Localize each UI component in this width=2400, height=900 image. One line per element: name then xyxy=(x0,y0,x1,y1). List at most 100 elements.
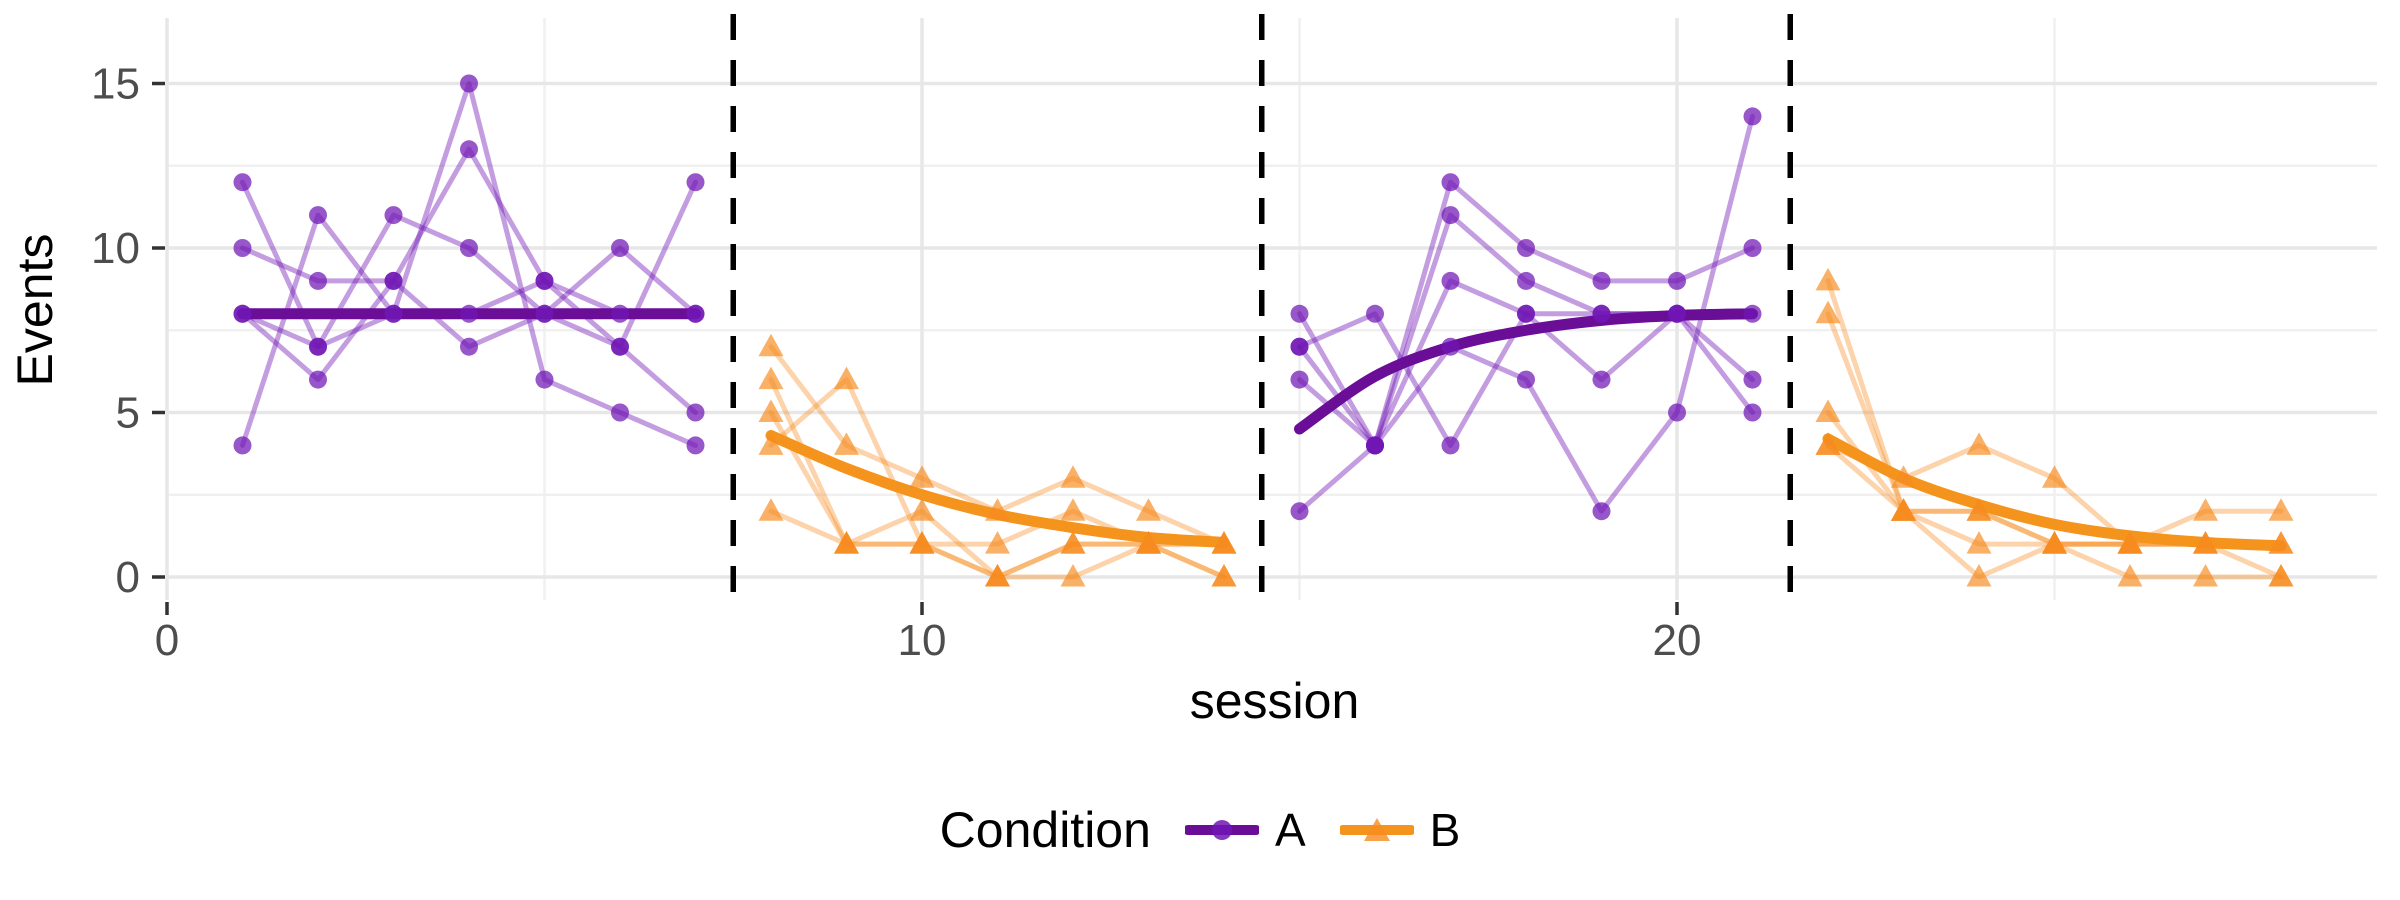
data-point-circle xyxy=(1366,436,1384,455)
legend-item-a: A xyxy=(1184,803,1306,857)
data-point-triangle xyxy=(1060,531,1086,554)
data-point-circle xyxy=(1441,337,1460,356)
data-point-triangle xyxy=(2117,531,2143,554)
data-point-circle xyxy=(535,271,554,290)
data-point-triangle xyxy=(1966,498,1992,521)
data-point-triangle xyxy=(1966,432,1992,455)
x-tick-label: 10 xyxy=(898,616,947,665)
case-5-line-A2 xyxy=(1297,179,1755,514)
legend-title: Condition xyxy=(939,802,1151,858)
data-point-triangle xyxy=(1891,498,1916,521)
axis-tick-labels: 0 5 10 15 0 10 20 xyxy=(91,60,1701,666)
data-point-circle xyxy=(1441,271,1460,290)
legend: Condition A B xyxy=(0,798,2400,862)
data-point-circle xyxy=(1517,370,1535,389)
data-point-circle xyxy=(686,403,705,422)
data-point-circle xyxy=(384,206,403,225)
condition-b-key-icon xyxy=(1339,818,1414,841)
data-point-triangle xyxy=(1211,564,1237,587)
data-point-triangle xyxy=(758,399,784,422)
y-tick-label: 10 xyxy=(91,224,140,273)
data-point-circle xyxy=(233,239,252,257)
data-point-circle xyxy=(309,337,327,356)
data-point-triangle xyxy=(985,531,1010,554)
data-point-triangle xyxy=(1815,267,1841,291)
data-point-triangle xyxy=(1966,564,1992,587)
data-point-circle xyxy=(1290,502,1309,521)
data-point-circle xyxy=(1290,370,1309,389)
legend-label-b: B xyxy=(1429,804,1461,856)
data-point-triangle xyxy=(2042,465,2067,488)
data-point-triangle xyxy=(2193,531,2218,554)
data-point-triangle xyxy=(1966,531,1992,554)
data-point-triangle xyxy=(1815,300,1841,324)
phase-boundary-lines xyxy=(730,14,1793,605)
data-point-circle xyxy=(1668,304,1686,323)
data-point-triangle xyxy=(834,531,859,554)
data-point-circle xyxy=(1668,271,1686,290)
data-point-triangle xyxy=(834,432,859,455)
data-points xyxy=(233,74,2294,587)
y-tick-label: 0 xyxy=(116,553,140,602)
data-point-circle xyxy=(535,304,554,323)
data-point-triangle xyxy=(985,498,1010,521)
data-point-circle xyxy=(460,304,478,323)
data-point-circle xyxy=(1517,271,1535,290)
data-point-circle xyxy=(611,304,629,323)
data-point-triangle xyxy=(1815,399,1841,422)
data-point-circle xyxy=(686,173,705,192)
data-point-circle xyxy=(1668,403,1686,422)
data-point-circle xyxy=(611,337,629,356)
data-point-circle xyxy=(1592,502,1611,521)
data-point-circle xyxy=(1743,403,1762,422)
data-point-circle xyxy=(1592,304,1611,323)
data-point-triangle xyxy=(909,498,935,521)
data-point-triangle xyxy=(2268,531,2294,554)
data-point-circle xyxy=(309,271,327,290)
data-point-circle xyxy=(384,304,403,323)
data-point-circle xyxy=(686,436,705,455)
data-point-triangle xyxy=(2193,564,2218,587)
data-point-triangle xyxy=(758,366,784,390)
data-point-triangle xyxy=(909,531,935,554)
data-point-circle xyxy=(309,206,327,225)
data-point-circle xyxy=(1743,304,1762,323)
data-point-circle xyxy=(1592,370,1611,389)
data-point-circle xyxy=(1441,436,1460,455)
data-point-circle xyxy=(233,173,252,192)
data-point-circle xyxy=(460,337,478,356)
data-point-triangle xyxy=(1060,498,1086,521)
data-point-triangle xyxy=(1891,465,1916,488)
data-point-circle xyxy=(460,74,478,93)
axis-ticks xyxy=(152,81,1679,615)
data-point-triangle xyxy=(1815,432,1841,455)
legend-item-b: B xyxy=(1339,803,1461,857)
case-3-line-A1 xyxy=(240,81,698,448)
x-tick-label: 20 xyxy=(1653,616,1702,665)
data-point-circle xyxy=(611,403,629,422)
data-point-circle xyxy=(1517,239,1535,257)
data-point-circle xyxy=(1441,173,1460,192)
x-tick-label: 0 xyxy=(155,616,179,665)
data-point-triangle xyxy=(1211,531,1237,554)
data-point-circle xyxy=(1743,370,1762,389)
data-point-triangle xyxy=(2117,564,2143,587)
data-point-triangle xyxy=(834,366,859,390)
y-axis-title: Events xyxy=(7,233,63,387)
data-point-circle xyxy=(1441,206,1460,225)
condition-a-key-icon xyxy=(1184,820,1259,840)
data-point-circle xyxy=(686,304,705,323)
data-point-triangle xyxy=(985,564,1010,587)
data-point-triangle xyxy=(1136,531,1161,554)
data-point-circle xyxy=(384,271,403,290)
data-point-circle xyxy=(535,370,554,389)
x-axis-title: session xyxy=(1189,673,1360,729)
data-point-circle xyxy=(233,304,252,323)
y-tick-label: 5 xyxy=(116,389,140,438)
data-point-circle xyxy=(460,140,478,159)
data-point-circle xyxy=(233,436,252,455)
data-point-circle xyxy=(309,370,327,389)
data-point-triangle xyxy=(909,465,935,488)
data-point-triangle xyxy=(1060,564,1086,587)
data-point-triangle xyxy=(2042,531,2067,554)
